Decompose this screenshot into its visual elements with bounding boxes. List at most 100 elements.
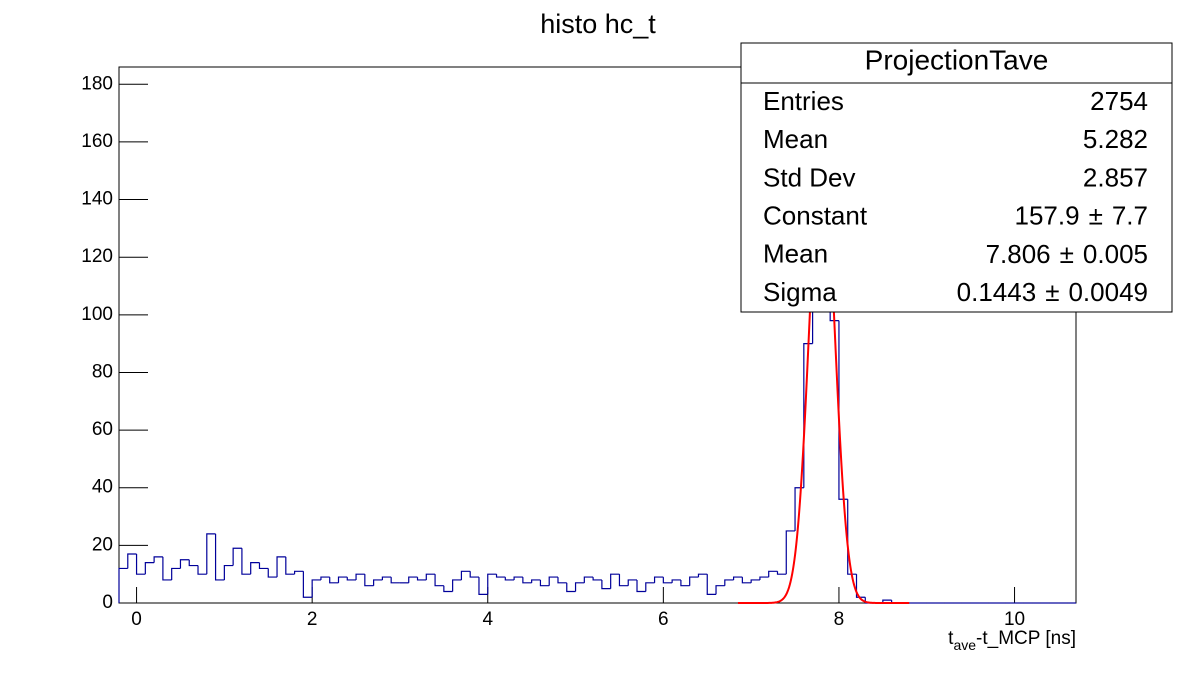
histogram-bin — [460, 570, 471, 580]
stats-value: 7.806 — [986, 239, 1051, 269]
histogram-bin — [162, 556, 172, 581]
histogram-bin — [232, 547, 242, 566]
histogram-bin — [838, 320, 848, 500]
histogram-bin — [750, 579, 760, 583]
y-tick-label: 60 — [92, 419, 113, 440]
histogram-bin — [557, 577, 567, 584]
x-label-rest: -t_MCP [ns] — [976, 628, 1076, 649]
x-tick-label: 10 — [1004, 609, 1025, 630]
stats-label: Constant — [763, 200, 868, 230]
stats-value: 157.9 ±7.7 — [1014, 200, 1148, 230]
y-tick-label: 180 — [81, 73, 113, 94]
histogram-bin — [671, 579, 681, 583]
plot-frame — [118, 66, 1077, 604]
histogram-bin — [416, 577, 427, 581]
x-axis-label: tave-t_MCP [ns] — [948, 628, 1076, 653]
histogram-bin — [373, 579, 383, 586]
stats-value: 0.1443 ±0.0049 — [957, 277, 1148, 307]
histogram-bin — [425, 573, 436, 580]
histogram-bin — [513, 576, 523, 580]
histogram-bin — [504, 577, 515, 581]
histogram-bin — [329, 577, 339, 584]
x-tick-label: 2 — [307, 609, 318, 630]
stats-value: 7.806 ±0.005 — [986, 239, 1148, 269]
x-tick-label: 6 — [658, 609, 669, 630]
histogram-bin — [706, 574, 717, 595]
histogram-bin — [653, 576, 664, 583]
stats-frame — [740, 42, 1173, 313]
histogram-bin — [302, 571, 313, 598]
histogram-bin — [206, 533, 216, 575]
stats-separator: ± — [1089, 200, 1103, 230]
histogram-bin — [197, 565, 207, 575]
histogram-bin — [153, 556, 163, 563]
stats-value: 2.857 — [1083, 162, 1148, 192]
histogram-bin — [293, 570, 304, 575]
y-tick-label: 80 — [92, 361, 113, 382]
stats-label: Mean — [763, 239, 828, 269]
histogram-bin — [214, 533, 225, 581]
y-tick-label: 40 — [92, 477, 113, 498]
histogram-bin — [267, 568, 278, 578]
histogram-bin — [592, 577, 602, 581]
y-tick-label: 140 — [81, 189, 113, 210]
histogram-bin — [487, 573, 497, 595]
stats-error: 0.0049 — [1068, 277, 1148, 307]
stats-title: ProjectionTave — [865, 44, 1049, 75]
histogram-bin — [680, 579, 690, 587]
stats-separator: ± — [1060, 239, 1074, 269]
histogram-bin — [768, 570, 778, 578]
histogram-bin — [188, 559, 199, 567]
x-label-sub: ave — [953, 637, 976, 653]
histogram-bin — [408, 576, 418, 583]
histogram-bin — [610, 573, 620, 589]
histogram-bin — [452, 579, 462, 592]
histogram-bin — [855, 574, 866, 598]
histogram-bin — [337, 576, 348, 583]
histogram-bin — [390, 577, 400, 584]
histogram-bin — [434, 574, 444, 587]
histogram-bin — [144, 562, 155, 575]
histogram-bin — [847, 499, 857, 575]
histogram-bin — [697, 573, 708, 578]
stats-label: Mean — [763, 124, 828, 154]
histogram-bin — [689, 576, 699, 586]
histogram-bin — [741, 577, 752, 584]
histogram-bin — [601, 579, 611, 590]
y-tick-label: 120 — [81, 246, 113, 267]
histogram-bin — [285, 556, 295, 575]
histogram-bin — [469, 571, 479, 578]
stats-value: 2754 — [1090, 86, 1148, 116]
histogram-bin — [179, 559, 190, 569]
histogram-bin — [636, 579, 646, 593]
histogram-bin — [241, 548, 251, 575]
stats-error: 0.005 — [1083, 239, 1148, 269]
x-tick-label: 8 — [834, 609, 845, 630]
stats-value: 0.1443 — [957, 277, 1037, 307]
histogram-bin — [118, 567, 128, 603]
histogram-bin — [258, 562, 269, 570]
histogram-bin — [320, 576, 330, 580]
histogram-bin — [276, 556, 286, 578]
stats-value: 157.9 — [1014, 200, 1079, 230]
stats-error: 7.7 — [1112, 200, 1148, 230]
histogram-bin — [381, 576, 392, 580]
stats-label: Sigma — [763, 277, 837, 307]
histogram-bin — [566, 582, 576, 593]
histogram-bin — [135, 554, 146, 575]
y-tick-label: 20 — [92, 534, 113, 555]
stats-box: ProjectionTave Entries 2754 Mean 5.282 Std De… — [740, 42, 1173, 313]
stats-separator: ± — [1045, 277, 1059, 307]
histogram-bin — [785, 530, 796, 575]
y-tick-label: 160 — [81, 131, 113, 152]
histogram-bin — [715, 585, 725, 595]
histogram-bin — [223, 564, 234, 580]
stats-value: 5.282 — [1083, 124, 1148, 154]
histogram-bin — [311, 579, 321, 598]
histogram-bin — [443, 585, 453, 593]
histogram-bin — [522, 577, 532, 584]
histogram-bin — [531, 579, 541, 583]
stats-label: Std Dev — [763, 162, 856, 192]
histogram-bin — [759, 576, 769, 580]
